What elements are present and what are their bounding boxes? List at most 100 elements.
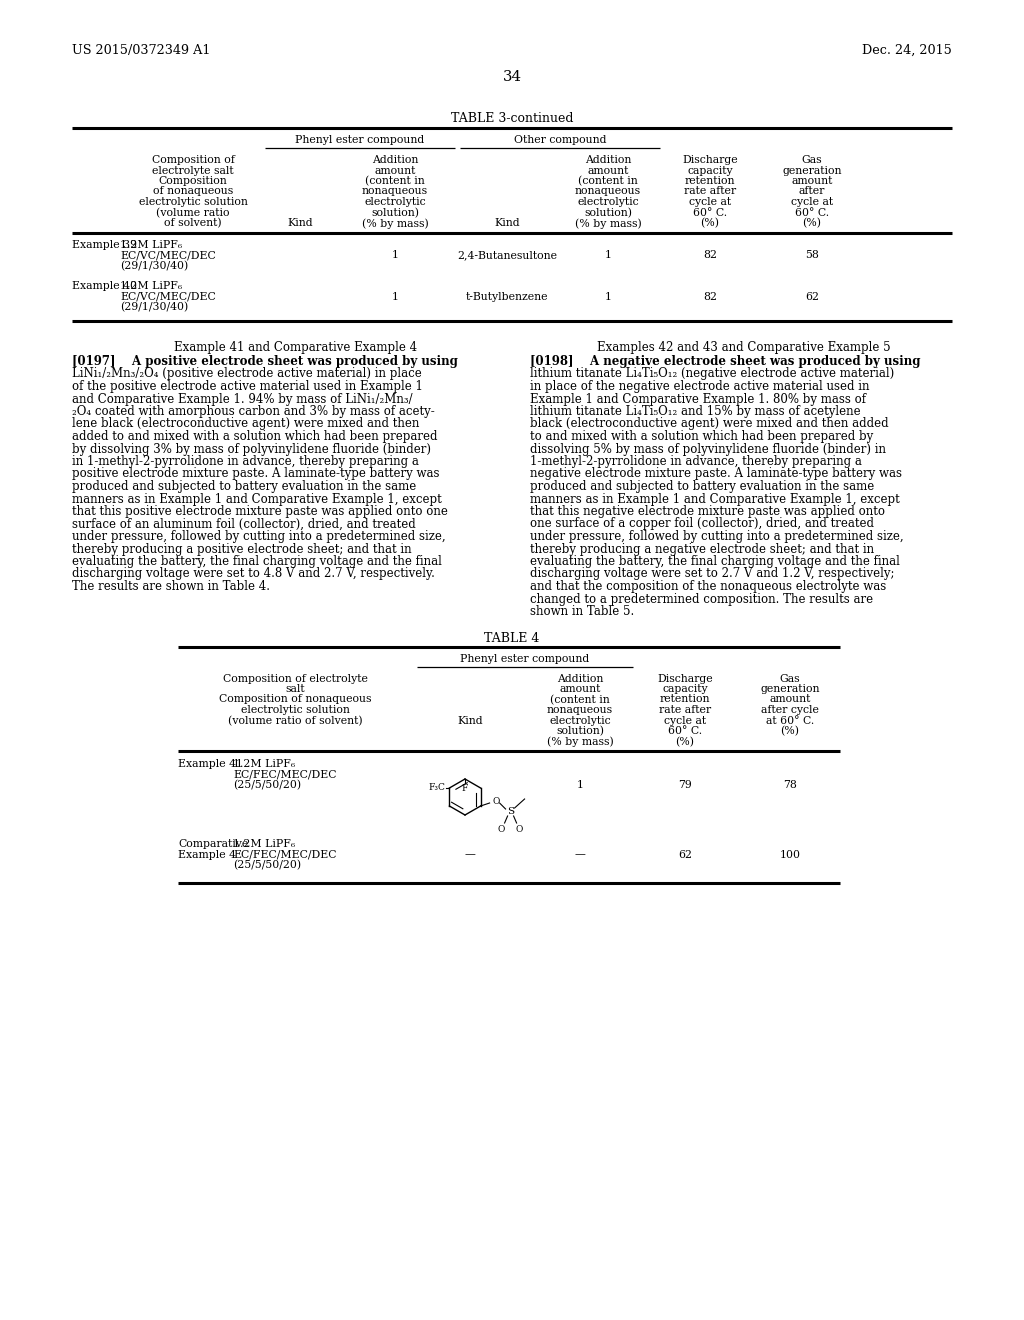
Text: of the positive electrode active material used in Example 1: of the positive electrode active materia… xyxy=(72,380,423,393)
Text: (% by mass): (% by mass) xyxy=(547,737,613,747)
Text: 1: 1 xyxy=(577,780,584,789)
Text: Example 1 and Comparative Example 1. 80% by mass of: Example 1 and Comparative Example 1. 80%… xyxy=(530,392,866,405)
Text: amount: amount xyxy=(588,165,629,176)
Text: S: S xyxy=(507,807,514,816)
Text: of nonaqueous: of nonaqueous xyxy=(153,186,233,197)
Text: (%): (%) xyxy=(676,737,694,747)
Text: in place of the negative electrode active material used in: in place of the negative electrode activ… xyxy=(530,380,869,393)
Text: solution): solution) xyxy=(556,726,604,737)
Text: amount: amount xyxy=(792,176,833,186)
Text: TABLE 3-continued: TABLE 3-continued xyxy=(451,112,573,125)
Text: Example 40: Example 40 xyxy=(72,281,137,290)
Text: 1.2M LiPF₆: 1.2M LiPF₆ xyxy=(120,281,182,290)
Text: 62: 62 xyxy=(678,850,692,859)
Text: manners as in Example 1 and Comparative Example 1, except: manners as in Example 1 and Comparative … xyxy=(530,492,900,506)
Text: amount: amount xyxy=(559,684,601,694)
Text: after cycle: after cycle xyxy=(761,705,819,715)
Text: and Comparative Example 1. 94% by mass of LiNi₁/₂Mn₃/: and Comparative Example 1. 94% by mass o… xyxy=(72,392,413,405)
Text: lene black (electroconductive agent) were mixed and then: lene black (electroconductive agent) wer… xyxy=(72,417,420,430)
Text: 82: 82 xyxy=(703,292,717,301)
Text: O: O xyxy=(493,796,500,805)
Text: Comparative: Comparative xyxy=(178,840,248,849)
Text: 58: 58 xyxy=(805,249,819,260)
Text: generation: generation xyxy=(760,684,820,694)
Text: (25/5/50/20): (25/5/50/20) xyxy=(233,780,301,791)
Text: manners as in Example 1 and Comparative Example 1, except: manners as in Example 1 and Comparative … xyxy=(72,492,441,506)
Text: produced and subjected to battery evaluation in the same: produced and subjected to battery evalua… xyxy=(530,480,874,492)
Text: EC/FEC/MEC/DEC: EC/FEC/MEC/DEC xyxy=(233,770,337,780)
Text: Gas: Gas xyxy=(802,154,822,165)
Text: black (electroconductive agent) were mixed and then added: black (electroconductive agent) were mix… xyxy=(530,417,889,430)
Text: O: O xyxy=(498,825,505,834)
Text: solution): solution) xyxy=(584,207,632,218)
Text: to and mixed with a solution which had been prepared by: to and mixed with a solution which had b… xyxy=(530,430,873,444)
Text: (% by mass): (% by mass) xyxy=(361,218,428,228)
Text: Addition: Addition xyxy=(585,154,631,165)
Text: lithium titanate Li₄Ti₅O₁₂ and 15% by mass of acetylene: lithium titanate Li₄Ti₅O₁₂ and 15% by ma… xyxy=(530,405,860,418)
Text: US 2015/0372349 A1: US 2015/0372349 A1 xyxy=(72,44,210,57)
Text: 79: 79 xyxy=(678,780,692,789)
Text: thereby producing a negative electrode sheet; and that in: thereby producing a negative electrode s… xyxy=(530,543,874,556)
Text: Discharge: Discharge xyxy=(657,673,713,684)
Text: EC/VC/MEC/DEC: EC/VC/MEC/DEC xyxy=(120,292,216,301)
Text: ₂O₄ coated with amorphous carbon and 3% by mass of acety-: ₂O₄ coated with amorphous carbon and 3% … xyxy=(72,405,435,418)
Text: electrolytic solution: electrolytic solution xyxy=(241,705,349,715)
Text: electrolytic: electrolytic xyxy=(365,197,426,207)
Text: (%): (%) xyxy=(803,218,821,228)
Text: rate after: rate after xyxy=(658,705,711,715)
Text: 1-methyl-2-pyrrolidone in advance, thereby preparing a: 1-methyl-2-pyrrolidone in advance, there… xyxy=(530,455,862,469)
Text: EC/VC/MEC/DEC: EC/VC/MEC/DEC xyxy=(120,249,216,260)
Text: Example 4: Example 4 xyxy=(178,850,236,859)
Text: (volume ratio of solvent): (volume ratio of solvent) xyxy=(227,715,362,726)
Text: (%): (%) xyxy=(780,726,800,737)
Text: thereby producing a positive electrode sheet; and that in: thereby producing a positive electrode s… xyxy=(72,543,412,556)
Text: Phenyl ester compound: Phenyl ester compound xyxy=(461,653,590,664)
Text: —: — xyxy=(465,850,475,859)
Text: that this positive electrode mixture paste was applied onto one: that this positive electrode mixture pas… xyxy=(72,506,447,517)
Text: 60° C.: 60° C. xyxy=(795,207,829,218)
Text: discharging voltage were set to 4.8 V and 2.7 V, respectively.: discharging voltage were set to 4.8 V an… xyxy=(72,568,435,581)
Text: (volume ratio: (volume ratio xyxy=(157,207,229,218)
Text: [0198]    A negative electrode sheet was produced by using: [0198] A negative electrode sheet was pr… xyxy=(530,355,921,368)
Text: The results are shown in Table 4.: The results are shown in Table 4. xyxy=(72,579,270,593)
Text: (29/1/30/40): (29/1/30/40) xyxy=(120,260,188,271)
Text: discharging voltage were set to 2.7 V and 1.2 V, respectively;: discharging voltage were set to 2.7 V an… xyxy=(530,568,895,581)
Text: (% by mass): (% by mass) xyxy=(574,218,641,228)
Text: dissolving 5% by mass of polyvinylidene fluoride (binder) in: dissolving 5% by mass of polyvinylidene … xyxy=(530,442,886,455)
Text: positive electrode mixture paste. A laminate-type battery was: positive electrode mixture paste. A lami… xyxy=(72,467,439,480)
Text: salt: salt xyxy=(286,684,305,694)
Text: t-Butylbenzene: t-Butylbenzene xyxy=(466,292,548,301)
Text: (content in: (content in xyxy=(366,176,425,186)
Text: electrolytic: electrolytic xyxy=(578,197,639,207)
Text: Kind: Kind xyxy=(457,715,482,726)
Text: of solvent): of solvent) xyxy=(164,218,222,228)
Text: one surface of a copper foil (collector), dried, and treated: one surface of a copper foil (collector)… xyxy=(530,517,874,531)
Text: [0197]    A positive electrode sheet was produced by using: [0197] A positive electrode sheet was pr… xyxy=(72,355,458,368)
Text: Example 39: Example 39 xyxy=(72,239,137,249)
Text: Discharge: Discharge xyxy=(682,154,738,165)
Text: 1.2M LiPF₆: 1.2M LiPF₆ xyxy=(233,840,295,849)
Text: TABLE 4: TABLE 4 xyxy=(484,631,540,644)
Text: by dissolving 3% by mass of polyvinylidene fluoride (binder): by dissolving 3% by mass of polyvinylide… xyxy=(72,442,431,455)
Text: in 1-methyl-2-pyrrolidone in advance, thereby preparing a: in 1-methyl-2-pyrrolidone in advance, th… xyxy=(72,455,419,469)
Text: 78: 78 xyxy=(783,780,797,789)
Text: Kind: Kind xyxy=(495,218,520,228)
Text: 2,4-Butanesultone: 2,4-Butanesultone xyxy=(457,249,557,260)
Text: surface of an aluminum foil (collector), dried, and treated: surface of an aluminum foil (collector),… xyxy=(72,517,416,531)
Text: cycle at: cycle at xyxy=(791,197,834,207)
Text: —: — xyxy=(574,850,586,859)
Text: and that the composition of the nonaqueous electrolyte was: and that the composition of the nonaqueo… xyxy=(530,579,886,593)
Text: negative electrode mixture paste. A laminate-type battery was: negative electrode mixture paste. A lami… xyxy=(530,467,902,480)
Text: cycle at: cycle at xyxy=(664,715,707,726)
Text: amount: amount xyxy=(375,165,416,176)
Text: evaluating the battery, the final charging voltage and the final: evaluating the battery, the final chargi… xyxy=(72,554,442,568)
Text: (content in: (content in xyxy=(579,176,638,186)
Text: nonaqueous: nonaqueous xyxy=(361,186,428,197)
Text: Composition of: Composition of xyxy=(152,154,234,165)
Text: retention: retention xyxy=(685,176,735,186)
Text: electrolytic: electrolytic xyxy=(549,715,610,726)
Text: (content in: (content in xyxy=(550,694,610,705)
Text: Addition: Addition xyxy=(557,673,603,684)
Text: Addition: Addition xyxy=(372,154,418,165)
Text: EC/FEC/MEC/DEC: EC/FEC/MEC/DEC xyxy=(233,850,337,859)
